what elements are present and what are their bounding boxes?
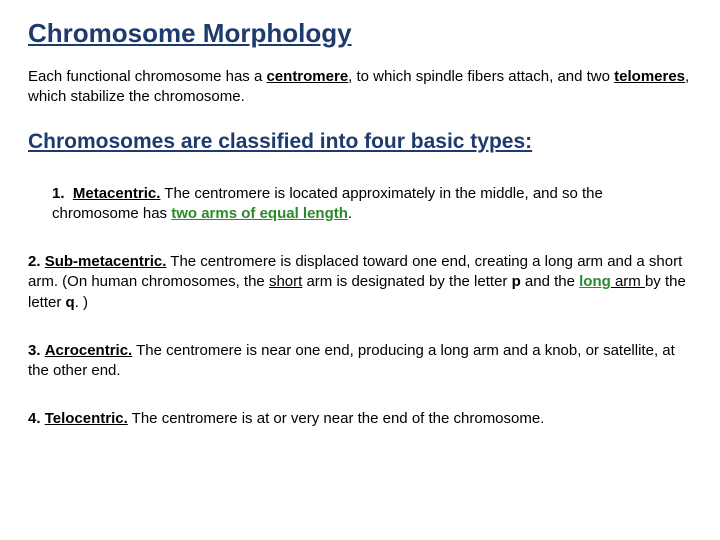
short-underline: short bbox=[269, 273, 302, 290]
list-item: 3. Acrocentric. The centromere is near o… bbox=[28, 341, 692, 382]
intro-mid: , to which spindle fibers attach, and tw… bbox=[348, 68, 614, 85]
intro-prefix: Each functional chromosome has a bbox=[28, 68, 266, 85]
item-desc: The centromere is at or very near the en… bbox=[128, 410, 545, 427]
list-item: 4. Telocentric. The centromere is at or … bbox=[28, 409, 692, 429]
item-desc-b: . bbox=[348, 205, 352, 222]
subheading: Chromosomes are classified into four bas… bbox=[28, 130, 692, 154]
long-rest: arm bbox=[611, 273, 645, 290]
keyword-centromere: centromere bbox=[266, 68, 348, 85]
item-tail: . ) bbox=[75, 294, 88, 311]
list-item: 1. Metacentric. The centromere is locate… bbox=[28, 184, 692, 225]
highlight-equal-arms: two arms of equal length bbox=[171, 205, 348, 222]
list-item: 2. Sub-metacentric. The centromere is di… bbox=[28, 252, 692, 313]
item-mid1: is designated by the letter bbox=[332, 273, 511, 290]
keyword-telomeres: telomeres bbox=[614, 68, 685, 85]
short-rest: arm bbox=[302, 273, 332, 290]
item-number: 1. bbox=[52, 185, 65, 202]
item-number: 4. bbox=[28, 410, 41, 427]
item-number: 2. bbox=[28, 253, 41, 270]
item-term: Sub-metacentric. bbox=[45, 253, 167, 270]
item-mid2: and the bbox=[521, 273, 579, 290]
item-term: Acrocentric. bbox=[45, 342, 133, 359]
long-link[interactable]: long bbox=[579, 273, 611, 290]
page-title: Chromosome Morphology bbox=[28, 18, 692, 49]
letter-q: q bbox=[66, 294, 75, 311]
letter-p: p bbox=[512, 273, 521, 290]
intro-paragraph: Each functional chromosome has a centrom… bbox=[28, 67, 692, 108]
item-number: 3. bbox=[28, 342, 41, 359]
item-term: Metacentric. bbox=[73, 185, 161, 202]
item-term: Telocentric. bbox=[45, 410, 128, 427]
